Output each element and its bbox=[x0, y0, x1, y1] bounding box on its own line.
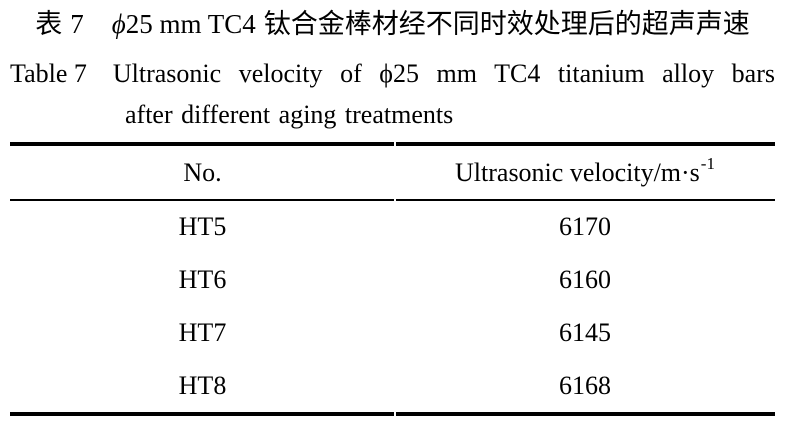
cell-no: HT7 bbox=[178, 317, 227, 347]
table-row: HT6 6160 bbox=[10, 254, 775, 307]
caption-zh-table-label: 表 bbox=[35, 9, 63, 39]
cell-no: HT5 bbox=[178, 212, 227, 242]
caption-en-table-label: Table 7 bbox=[10, 59, 87, 88]
caption-english-line2: after different aging treatments bbox=[125, 100, 454, 129]
caption-zh-table-number: 7 bbox=[70, 9, 84, 39]
cell-velocity: 6145 bbox=[559, 317, 611, 347]
table-body: HT5 6170 HT6 6160 HT7 6145 HT8 6168 bbox=[10, 201, 775, 412]
table-row: HT7 6145 bbox=[10, 307, 775, 360]
cell-no: HT6 bbox=[178, 265, 227, 295]
data-table: No. Ultrasonic velocity/m·s -1 HT5 6170 … bbox=[10, 142, 775, 416]
header-cell-no: No. bbox=[183, 157, 222, 187]
header-cell-velocity: Ultrasonic velocity/m·s -1 bbox=[395, 146, 775, 199]
caption-chinese: 表 7 ϕ25 mm TC4 钛合金棒材经不同时效处理后的超声声速 bbox=[0, 6, 785, 42]
caption-zh-specimen-text: 25 mm TC4 bbox=[125, 9, 256, 39]
cell-velocity: 6170 bbox=[559, 212, 611, 242]
caption-english-line1: Table 7 Ultrasonic velocity of ϕ25 mm TC… bbox=[10, 56, 775, 92]
table-row: HT8 6168 bbox=[10, 359, 775, 412]
table-header-rule bbox=[10, 199, 775, 201]
phi-symbol: ϕ bbox=[111, 9, 126, 39]
cell-velocity: 6168 bbox=[559, 370, 611, 400]
header-velocity-unit-base: Ultrasonic velocity/m·s bbox=[455, 157, 700, 187]
caption-zh-description: 钛合金棒材经不同时效处理后的超声声速 bbox=[263, 9, 750, 39]
table-row: HT5 6170 bbox=[10, 201, 775, 254]
caption-en-title-text: Ultrasonic velocity of ϕ25 mm TC4 titani… bbox=[112, 59, 775, 88]
cell-velocity: 6160 bbox=[559, 265, 611, 295]
header-velocity-unit-exponent: -1 bbox=[700, 153, 715, 173]
caption-zh-specimen: ϕ25 mm TC4 bbox=[112, 6, 256, 42]
cell-no: HT8 bbox=[178, 370, 227, 400]
table-top-rule bbox=[10, 142, 775, 146]
table-bottom-rule bbox=[10, 412, 775, 416]
table-header-row: No. Ultrasonic velocity/m·s -1 bbox=[10, 146, 775, 199]
